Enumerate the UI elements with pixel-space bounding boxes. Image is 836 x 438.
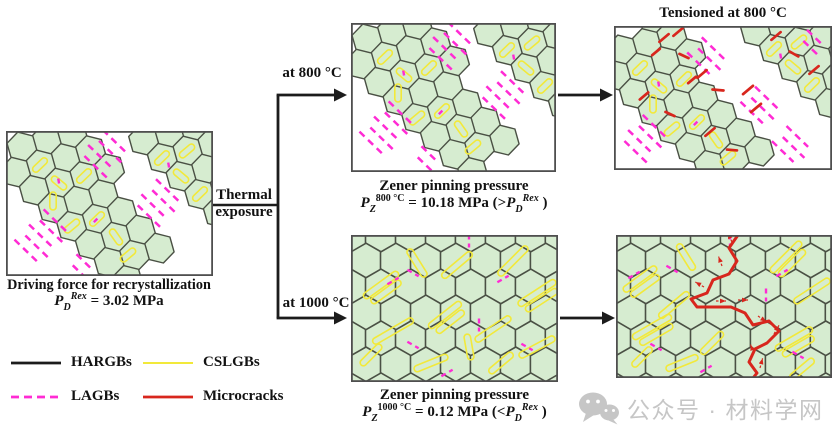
formula-value: ) — [538, 195, 548, 211]
microcracks-line-swatch — [142, 392, 194, 402]
tensioned-title: Tensioned at 800 °C — [659, 5, 787, 21]
formula-value: = 10.18 MPa (> — [404, 195, 507, 211]
top-middle-formula: PZ800 °C = 10.18 MPa (>PDRex ) — [351, 193, 557, 215]
branch-800-label: at 800 °C — [282, 65, 342, 81]
formula-superscript: Rex — [521, 402, 538, 413]
legend-label-lagbs: LAGBs — [71, 388, 120, 404]
legend-item-cslgbs: CSLGBs — [142, 354, 260, 371]
formula-subscript: Z — [371, 412, 378, 424]
formula-symbol: P — [360, 195, 370, 211]
thermal-line1: Thermal — [216, 187, 272, 203]
formula-superscript: Rex — [70, 291, 87, 302]
formula-value: = 0.12 MPa (< — [411, 404, 506, 420]
formula-value: = 3.02 MPa — [86, 293, 164, 309]
formula-symbol: P — [506, 195, 516, 211]
formula-subscript: Z — [369, 203, 376, 215]
formula-subscript: D — [515, 203, 523, 215]
formula-symbol: P — [505, 404, 515, 420]
lagbs-line-swatch — [10, 392, 62, 402]
formula-subscript: D — [514, 412, 522, 424]
thermal-line2: exposure — [215, 204, 273, 220]
cslgbs-line-swatch — [142, 358, 194, 368]
formula-value: ) — [537, 404, 547, 420]
watermark-text: 公众号 · 材料学网 — [627, 397, 824, 423]
formula-superscript: 1000 °C — [377, 402, 412, 413]
top-middle-caption: Zener pinning pressure — [379, 178, 529, 194]
formula-subscript: D — [63, 301, 71, 313]
watermark: 公众号 · 材料学网 — [578, 391, 823, 425]
bottom-middle-caption: Zener pinning pressure — [379, 387, 530, 403]
legend-item-hargbs: HARGBs — [10, 354, 132, 371]
legend-label-hargbs: HARGBs — [71, 354, 132, 370]
legend-item-lagbs: LAGBs — [10, 388, 119, 405]
wechat-icon — [579, 392, 619, 425]
formula-symbol: P — [362, 404, 372, 420]
legend-label-cslgbs: CSLGBs — [203, 354, 260, 370]
left-panel-formula: PDRex = 3.02 MPa — [2, 291, 216, 313]
left-panel-caption: Driving force for recrystallization — [7, 277, 211, 293]
branch-1000-label: at 1000 °C — [282, 295, 350, 311]
formula-symbol: P — [54, 293, 64, 309]
thermal-exposure-label: Thermal exposure — [211, 187, 277, 221]
formula-superscript: 800 °C — [375, 193, 405, 204]
hargbs-line-swatch — [10, 358, 62, 368]
legend-label-microcracks: Microcracks — [203, 388, 284, 404]
formula-superscript: Rex — [522, 193, 539, 204]
bottom-middle-formula: PZ1000 °C = 0.12 MPa (<PDRex ) — [351, 402, 558, 424]
legend-item-microcracks: Microcracks — [142, 388, 284, 405]
